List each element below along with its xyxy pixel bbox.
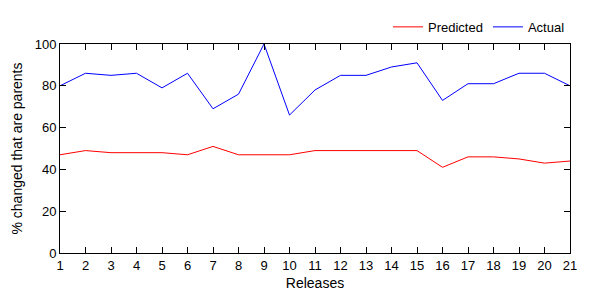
svg-text:17: 17 <box>461 258 475 273</box>
svg-text:21: 21 <box>563 258 577 273</box>
svg-text:20: 20 <box>42 204 56 219</box>
svg-text:100: 100 <box>35 37 57 52</box>
svg-text:Actual: Actual <box>528 20 564 35</box>
svg-text:18: 18 <box>486 258 500 273</box>
svg-text:16: 16 <box>435 258 449 273</box>
svg-text:15: 15 <box>410 258 424 273</box>
svg-text:8: 8 <box>235 258 242 273</box>
svg-text:2: 2 <box>82 258 89 273</box>
svg-text:12: 12 <box>333 258 347 273</box>
svg-text:80: 80 <box>42 78 56 93</box>
svg-text:1: 1 <box>56 258 63 273</box>
svg-text:13: 13 <box>359 258 373 273</box>
svg-text:19: 19 <box>512 258 526 273</box>
svg-text:10: 10 <box>282 258 296 273</box>
svg-text:Predicted: Predicted <box>428 20 483 35</box>
svg-text:9: 9 <box>260 258 267 273</box>
svg-text:14: 14 <box>384 258 398 273</box>
svg-text:3: 3 <box>107 258 114 273</box>
svg-text:Releases: Releases <box>286 275 344 291</box>
svg-text:6: 6 <box>184 258 191 273</box>
svg-text:7: 7 <box>209 258 216 273</box>
svg-text:40: 40 <box>42 162 56 177</box>
svg-text:11: 11 <box>308 258 322 273</box>
svg-text:% changed that are parents: % changed that are parents <box>9 62 25 234</box>
svg-text:60: 60 <box>42 120 56 135</box>
svg-text:0: 0 <box>49 246 56 261</box>
svg-text:5: 5 <box>158 258 165 273</box>
svg-text:4: 4 <box>133 258 140 273</box>
svg-text:20: 20 <box>537 258 551 273</box>
